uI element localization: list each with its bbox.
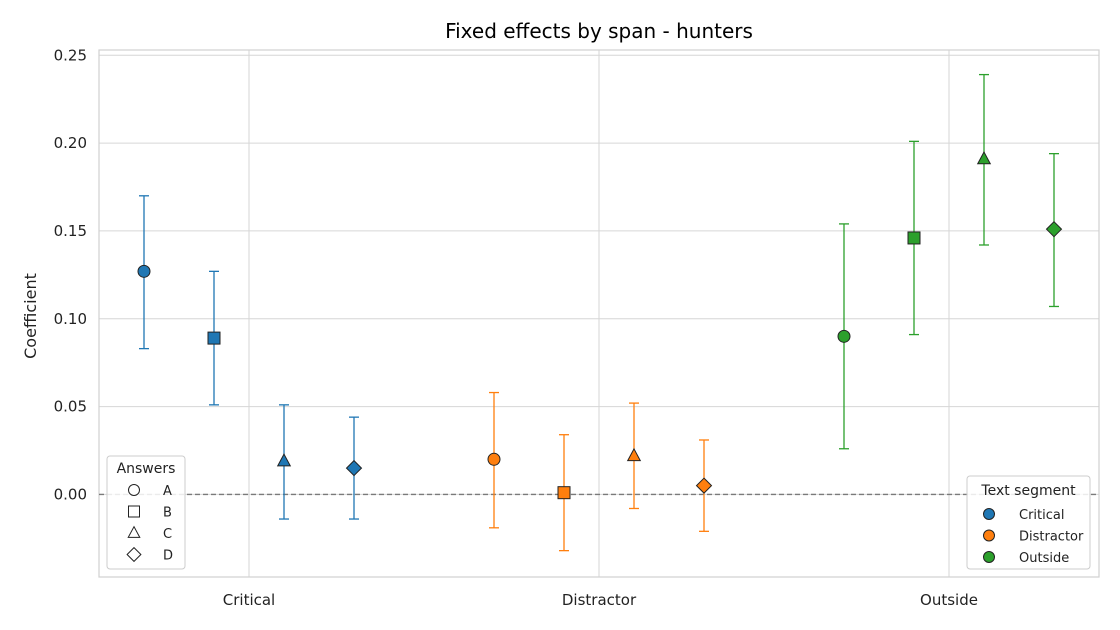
data-point-outside-b [907, 231, 921, 245]
plot-area [99, 73, 1099, 552]
data-point-outside-a [837, 329, 851, 343]
data-point-critical-a [137, 264, 151, 278]
y-axis-label: Coefficient [21, 273, 40, 359]
legend-answers-title: Answers [117, 461, 176, 477]
data-point-distractor-a [487, 452, 501, 466]
legend-segment-label: Distractor [1019, 530, 1084, 545]
x-tick-label: Outside [920, 591, 978, 609]
data-point-distractor-b [557, 486, 571, 500]
legend-answer-label: C [163, 527, 172, 542]
y-tick-label: 0.10 [54, 310, 87, 328]
y-tick-label: 0.05 [54, 398, 87, 416]
legend-marker-square [128, 505, 140, 518]
legend-segments-title: Text segment [980, 483, 1076, 499]
data-point-critical-b [207, 331, 221, 345]
x-tick-label: Critical [223, 591, 275, 609]
y-tick-label: 0.25 [54, 46, 87, 64]
legend-segment-label: Outside [1019, 551, 1069, 566]
legend-answer-label: B [163, 506, 172, 521]
axis-ticks: 0.00 0.05 0.10 0.15 0.20 0.25 Critical Distract… [54, 46, 978, 609]
legend-answers-box [106, 455, 186, 570]
data-point-distractor-d [695, 477, 713, 494]
legend-segments-box [966, 475, 1091, 570]
legend-answer-label: D [163, 549, 173, 564]
legend-marker-triangle [127, 525, 141, 538]
legend-marker-diamond [126, 546, 142, 563]
x-tick-label: Distractor [562, 591, 637, 609]
y-tick-label: 0.15 [54, 222, 87, 240]
legend-swatch-critical [983, 508, 995, 520]
data-point-distractor-c [626, 447, 642, 462]
data-point-critical-d [345, 459, 363, 477]
chart-title: Fixed effects by span - hunters [445, 19, 753, 43]
legend-swatch-distractor [983, 529, 995, 542]
data-point-critical-c [276, 453, 292, 467]
y-tick-label: 0.00 [54, 485, 87, 503]
data-point-outside-c [976, 150, 992, 165]
grid-lines [98, 49, 1100, 578]
legend-marker-circle [128, 484, 140, 496]
y-tick-label: 0.20 [54, 134, 87, 152]
legend-answer-label: A [163, 484, 172, 499]
plot-frame [98, 49, 1100, 578]
legend-segment-label: Critical [1019, 508, 1064, 523]
data-point-outside-d [1045, 220, 1063, 238]
legend-swatch-outside [983, 551, 995, 563]
